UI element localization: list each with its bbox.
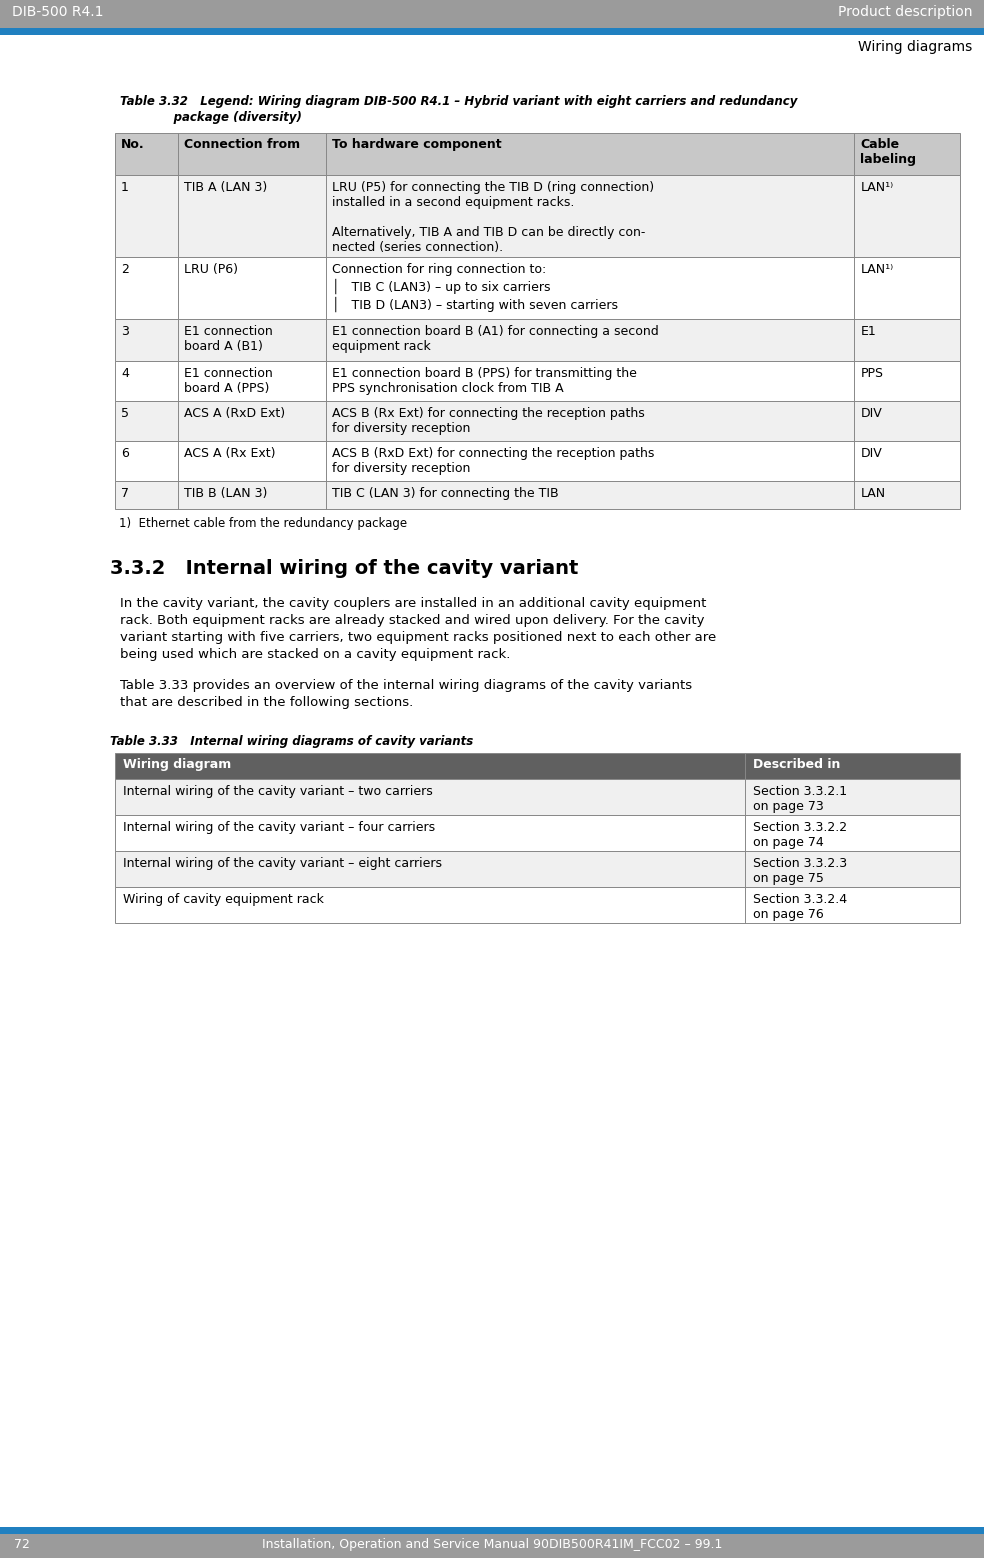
Bar bbox=[0, 28, 984, 34]
Text: DIV: DIV bbox=[860, 447, 882, 460]
Text: TIB B (LAN 3): TIB B (LAN 3) bbox=[184, 488, 268, 500]
Text: LAN: LAN bbox=[860, 488, 886, 500]
Bar bbox=[115, 319, 960, 361]
Text: TIB C (LAN 3) for connecting the TIB: TIB C (LAN 3) for connecting the TIB bbox=[333, 488, 559, 500]
Text: Table 3.32   Legend: Wiring diagram DIB-500 R4.1 – Hybrid variant with eight car: Table 3.32 Legend: Wiring diagram DIB-50… bbox=[120, 95, 797, 108]
Text: Internal wiring of the cavity variant – two carriers: Internal wiring of the cavity variant – … bbox=[123, 785, 433, 798]
Text: ACS B (Rx Ext) for connecting the reception paths
for diversity reception: ACS B (Rx Ext) for connecting the recept… bbox=[333, 407, 645, 435]
Bar bbox=[115, 887, 960, 922]
Text: 5: 5 bbox=[121, 407, 129, 421]
Text: 2: 2 bbox=[121, 263, 129, 276]
Text: E1: E1 bbox=[860, 326, 876, 338]
Text: 7: 7 bbox=[121, 488, 129, 500]
Text: variant starting with five carriers, two equipment racks positioned next to each: variant starting with five carriers, two… bbox=[120, 631, 716, 643]
Text: 1)  Ethernet cable from the redundancy package: 1) Ethernet cable from the redundancy pa… bbox=[119, 517, 407, 530]
Text: PPS: PPS bbox=[860, 368, 884, 380]
Bar bbox=[0, 1527, 984, 1535]
Text: E1 connection
board A (PPS): E1 connection board A (PPS) bbox=[184, 368, 274, 396]
Text: 4: 4 bbox=[121, 368, 129, 380]
Text: Section 3.3.2.4
on page 76: Section 3.3.2.4 on page 76 bbox=[753, 893, 846, 921]
Bar bbox=[115, 481, 960, 509]
Text: DIB-500 R4.1: DIB-500 R4.1 bbox=[12, 5, 103, 19]
Text: that are described in the following sections.: that are described in the following sect… bbox=[120, 696, 413, 709]
Text: Wiring diagram: Wiring diagram bbox=[123, 759, 231, 771]
Text: Connection from: Connection from bbox=[184, 139, 300, 151]
Bar bbox=[115, 441, 960, 481]
Bar bbox=[115, 400, 960, 441]
Text: Wiring of cavity equipment rack: Wiring of cavity equipment rack bbox=[123, 893, 324, 907]
Text: ACS B (RxD Ext) for connecting the reception paths
for diversity reception: ACS B (RxD Ext) for connecting the recep… bbox=[333, 447, 654, 475]
Text: No.: No. bbox=[121, 139, 145, 151]
Text: Described in: Described in bbox=[753, 759, 840, 771]
Text: E1 connection
board A (B1): E1 connection board A (B1) bbox=[184, 326, 274, 354]
Text: Table 3.33   Internal wiring diagrams of cavity variants: Table 3.33 Internal wiring diagrams of c… bbox=[110, 735, 473, 748]
Text: rack. Both equipment racks are already stacked and wired upon delivery. For the : rack. Both equipment racks are already s… bbox=[120, 614, 705, 626]
Text: LAN¹⁾: LAN¹⁾ bbox=[860, 263, 893, 276]
Bar bbox=[115, 174, 960, 257]
Bar bbox=[115, 257, 960, 319]
Text: Section 3.3.2.3
on page 75: Section 3.3.2.3 on page 75 bbox=[753, 857, 846, 885]
Text: TIB A (LAN 3): TIB A (LAN 3) bbox=[184, 181, 268, 195]
Text: In the cavity variant, the cavity couplers are installed in an additional cavity: In the cavity variant, the cavity couple… bbox=[120, 597, 707, 611]
Text: Connection for ring connection to:
│   TIB C (LAN3) – up to six carriers
│   TIB: Connection for ring connection to: │ TIB… bbox=[333, 263, 618, 312]
Text: ACS A (RxD Ext): ACS A (RxD Ext) bbox=[184, 407, 285, 421]
Text: 72: 72 bbox=[14, 1538, 30, 1552]
Text: Installation, Operation and Service Manual 90DIB500R41IM_FCC02 – 99.1: Installation, Operation and Service Manu… bbox=[262, 1538, 722, 1552]
Text: Internal wiring of the cavity variant – four carriers: Internal wiring of the cavity variant – … bbox=[123, 821, 435, 834]
Text: 3.3.2   Internal wiring of the cavity variant: 3.3.2 Internal wiring of the cavity vari… bbox=[110, 559, 579, 578]
Bar bbox=[115, 851, 960, 887]
Text: Section 3.3.2.1
on page 73: Section 3.3.2.1 on page 73 bbox=[753, 785, 846, 813]
Text: Section 3.3.2.2
on page 74: Section 3.3.2.2 on page 74 bbox=[753, 821, 846, 849]
Text: Cable
labeling: Cable labeling bbox=[860, 139, 916, 167]
Bar bbox=[115, 753, 960, 779]
Text: Table 3.33 provides an overview of the internal wiring diagrams of the cavity va: Table 3.33 provides an overview of the i… bbox=[120, 679, 692, 692]
Bar bbox=[115, 361, 960, 400]
Text: DIV: DIV bbox=[860, 407, 882, 421]
Bar bbox=[0, 1535, 984, 1558]
Bar bbox=[115, 132, 960, 174]
Text: 1: 1 bbox=[121, 181, 129, 195]
Bar bbox=[115, 779, 960, 815]
Text: LAN¹⁾: LAN¹⁾ bbox=[860, 181, 893, 195]
Text: package (diversity): package (diversity) bbox=[120, 111, 302, 125]
Text: LRU (P5) for connecting the TIB D (ring connection)
installed in a second equipm: LRU (P5) for connecting the TIB D (ring … bbox=[333, 181, 654, 254]
Text: Product description: Product description bbox=[837, 5, 972, 19]
Text: being used which are stacked on a cavity equipment rack.: being used which are stacked on a cavity… bbox=[120, 648, 511, 661]
Bar bbox=[0, 0, 984, 28]
Bar bbox=[115, 815, 960, 851]
Text: 6: 6 bbox=[121, 447, 129, 460]
Text: LRU (P6): LRU (P6) bbox=[184, 263, 238, 276]
Text: Internal wiring of the cavity variant – eight carriers: Internal wiring of the cavity variant – … bbox=[123, 857, 442, 869]
Text: 3: 3 bbox=[121, 326, 129, 338]
Text: ACS A (Rx Ext): ACS A (Rx Ext) bbox=[184, 447, 276, 460]
Text: Wiring diagrams: Wiring diagrams bbox=[858, 41, 972, 55]
Text: To hardware component: To hardware component bbox=[333, 139, 502, 151]
Text: E1 connection board B (A1) for connecting a second
equipment rack: E1 connection board B (A1) for connectin… bbox=[333, 326, 659, 354]
Text: E1 connection board B (PPS) for transmitting the
PPS synchronisation clock from : E1 connection board B (PPS) for transmit… bbox=[333, 368, 637, 396]
